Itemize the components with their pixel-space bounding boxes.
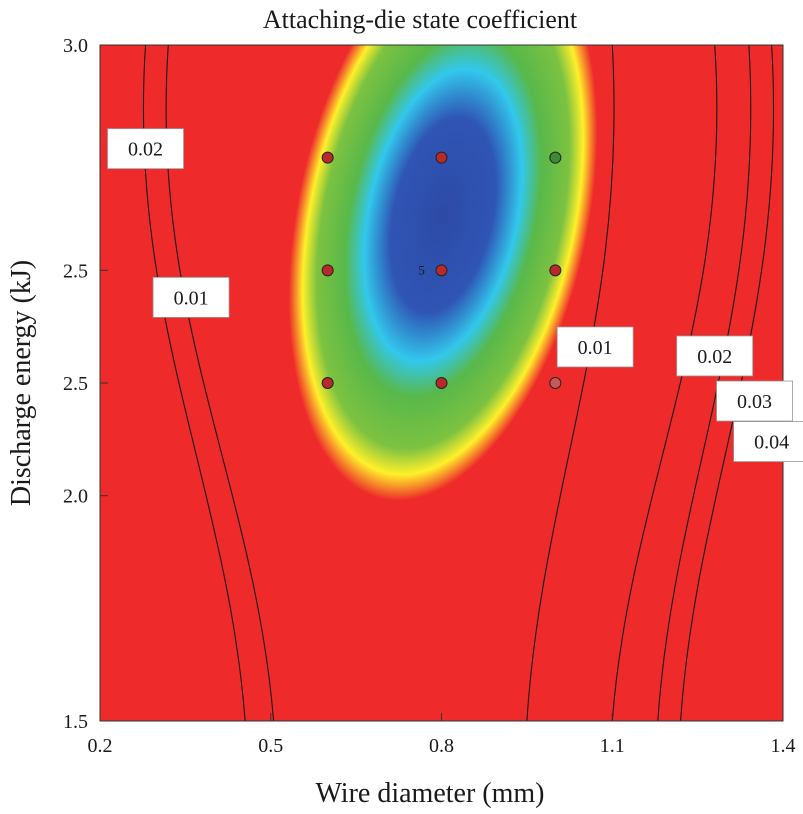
x-tick-label: 0.2 — [88, 735, 113, 757]
design-point — [321, 151, 334, 164]
design-point — [435, 377, 448, 389]
x-tick-label: 0.8 — [429, 735, 454, 757]
y-tick-label: 2.0 — [63, 486, 88, 508]
chart-title: Attaching-die state coefficient — [263, 5, 578, 34]
y-tick-label: 1.5 — [63, 711, 88, 733]
design-point — [435, 264, 448, 277]
contour-label: 0.02 — [107, 128, 184, 170]
contour-label-text: 0.02 — [697, 346, 732, 368]
contour-line — [526, 45, 615, 721]
contour-label-text: 0.01 — [578, 337, 613, 359]
y-tick-label: 3.0 — [63, 35, 88, 57]
contour-label-text: 0.01 — [174, 287, 209, 309]
plot-area: 5 — [100, 45, 783, 721]
contour-labels: 0.02 0.01 0.01 0.02 0.03 0.04 — [107, 128, 803, 462]
contour-label-text: 0.02 — [128, 139, 163, 161]
contour-label-text: 0.03 — [737, 391, 772, 413]
x-tick-label: 1.4 — [771, 735, 796, 757]
contour-line — [657, 45, 752, 721]
x-axis: 0.2 0.5 0.8 1.1 1.4 — [88, 713, 796, 757]
contour-label-box — [733, 421, 803, 462]
design-point — [321, 377, 334, 389]
contour-label-text: 0.04 — [754, 432, 789, 454]
contour-label: 0.01 — [152, 276, 230, 318]
y-tick-label: 2.5 — [63, 260, 88, 282]
design-point — [549, 377, 562, 389]
design-points — [321, 151, 562, 389]
y-axis-label: Discharge energy (kJ) — [6, 260, 37, 506]
contour-label: 0.01 — [556, 326, 634, 368]
contour-label: 0.02 — [676, 335, 754, 377]
x-tick-label: 1.1 — [600, 735, 625, 757]
design-point — [321, 264, 334, 277]
design-point — [435, 151, 448, 164]
design-point — [549, 151, 562, 164]
x-axis-label: Wire diameter (mm) — [316, 778, 545, 809]
contour-line — [611, 45, 718, 721]
contour-label-box — [716, 380, 793, 422]
y-axis: 1.5 2.0 2.5 2.5 3.0 — [63, 35, 108, 733]
contour-label-box — [676, 335, 754, 377]
contour-label-box — [152, 276, 230, 318]
contour-label-box — [107, 128, 184, 170]
contour-label: 0.03 — [716, 380, 793, 422]
x-tick-label: 0.5 — [258, 735, 283, 757]
contour-label: 0.04 — [733, 421, 803, 462]
y-tick-label: 2.5 — [63, 373, 88, 395]
design-point — [549, 264, 562, 277]
center-label: 5 — [418, 262, 425, 277]
contour-label-box — [556, 326, 634, 368]
